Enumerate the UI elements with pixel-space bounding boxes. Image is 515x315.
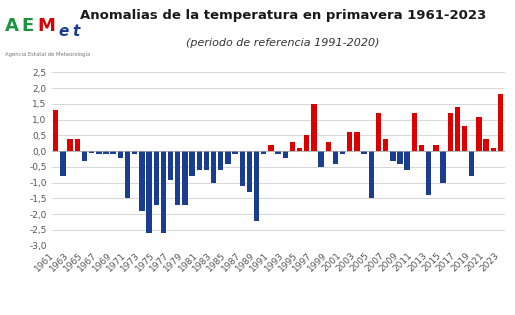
Bar: [232, 151, 238, 154]
Bar: [276, 151, 281, 154]
Bar: [433, 145, 439, 151]
Bar: [182, 151, 187, 205]
Bar: [484, 139, 489, 151]
Bar: [254, 151, 259, 220]
Bar: [132, 151, 138, 154]
Bar: [354, 132, 359, 151]
Bar: [225, 151, 231, 164]
Bar: [211, 151, 216, 183]
Bar: [89, 151, 94, 153]
Bar: [440, 151, 445, 183]
Bar: [53, 110, 59, 151]
Bar: [404, 151, 410, 170]
Bar: [448, 113, 453, 151]
Bar: [469, 151, 474, 176]
Bar: [497, 94, 503, 151]
Bar: [455, 107, 460, 151]
Bar: [268, 145, 273, 151]
Bar: [139, 151, 145, 211]
Bar: [283, 151, 288, 158]
Bar: [397, 151, 403, 164]
Bar: [247, 151, 252, 192]
Bar: [261, 151, 266, 154]
Bar: [204, 151, 209, 170]
Bar: [490, 148, 496, 151]
Bar: [376, 113, 381, 151]
Bar: [304, 135, 310, 151]
Bar: [197, 151, 202, 170]
Bar: [426, 151, 432, 195]
Bar: [153, 151, 159, 205]
Bar: [383, 139, 388, 151]
Bar: [290, 142, 295, 151]
Bar: [239, 151, 245, 186]
Bar: [340, 151, 346, 154]
Bar: [362, 151, 367, 154]
Bar: [347, 132, 352, 151]
Text: Anomalias de la temperatura en primavera 1961-2023: Anomalias de la temperatura en primavera…: [80, 9, 486, 22]
Text: A: A: [5, 17, 19, 35]
Bar: [419, 145, 424, 151]
Bar: [175, 151, 180, 205]
Bar: [125, 151, 130, 198]
Bar: [325, 142, 331, 151]
Bar: [311, 104, 317, 151]
Bar: [218, 151, 224, 170]
Bar: [75, 139, 80, 151]
Text: Agencia Estatal de Meteorología: Agencia Estatal de Meteorología: [5, 51, 91, 57]
Bar: [82, 151, 87, 161]
Bar: [60, 151, 65, 176]
Bar: [67, 139, 73, 151]
Bar: [161, 151, 166, 233]
Bar: [168, 151, 173, 180]
Bar: [111, 151, 116, 154]
Text: E: E: [22, 17, 34, 35]
Bar: [476, 117, 482, 151]
Text: e: e: [59, 24, 70, 39]
Bar: [411, 113, 417, 151]
Bar: [462, 126, 467, 151]
Bar: [333, 151, 338, 164]
Bar: [96, 151, 101, 154]
Bar: [390, 151, 396, 161]
Bar: [117, 151, 123, 158]
Bar: [369, 151, 374, 198]
Bar: [297, 148, 302, 151]
Text: (periodo de referencia 1991-2020): (periodo de referencia 1991-2020): [186, 38, 380, 48]
Bar: [104, 151, 109, 154]
Bar: [146, 151, 152, 233]
Text: t: t: [72, 24, 79, 39]
Text: M: M: [38, 17, 56, 35]
Bar: [318, 151, 324, 167]
Bar: [190, 151, 195, 176]
